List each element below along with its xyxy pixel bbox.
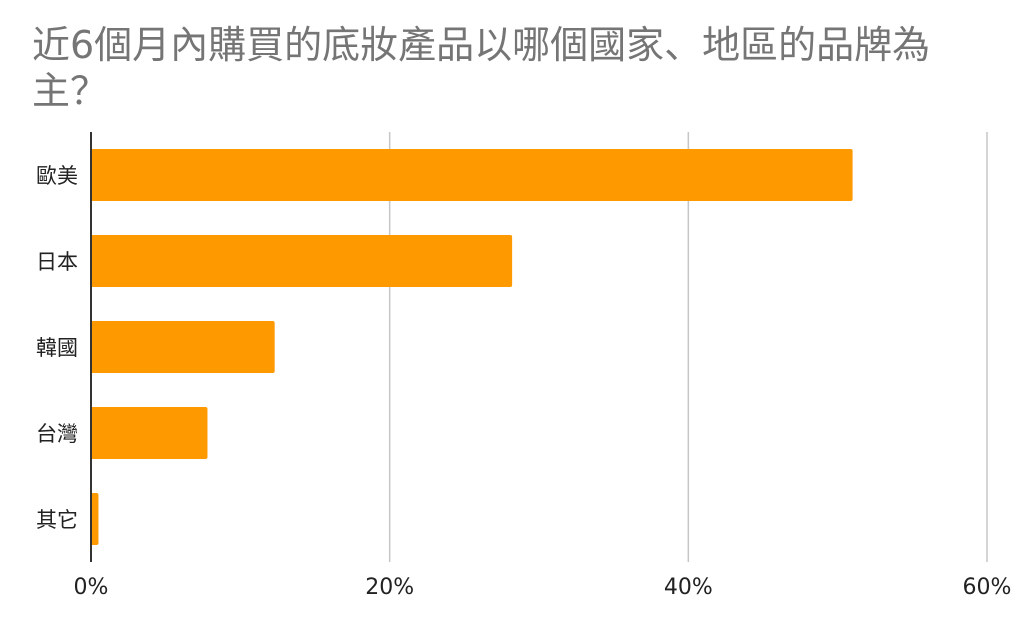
bar-2 bbox=[91, 321, 275, 373]
category-label-0: 歐美 bbox=[36, 164, 78, 188]
chart-title: 近6個月內購買的底妝產品以哪個國家、地區的品牌為主？ bbox=[32, 23, 931, 113]
category-label-3: 台灣 bbox=[36, 422, 78, 446]
x-tick-label-0: 0% bbox=[74, 575, 109, 600]
category-label-4: 其它 bbox=[36, 508, 78, 532]
bar-0 bbox=[91, 149, 853, 201]
bar-1 bbox=[91, 235, 513, 287]
x-tick-label-1: 20% bbox=[365, 575, 414, 600]
x-tick-label-2: 40% bbox=[664, 575, 713, 600]
bar-4 bbox=[91, 493, 99, 545]
category-label-1: 日本 bbox=[36, 250, 78, 274]
category-label-2: 韓國 bbox=[36, 336, 78, 360]
bar-3 bbox=[91, 407, 208, 459]
x-tick-label-3: 60% bbox=[963, 575, 1012, 600]
